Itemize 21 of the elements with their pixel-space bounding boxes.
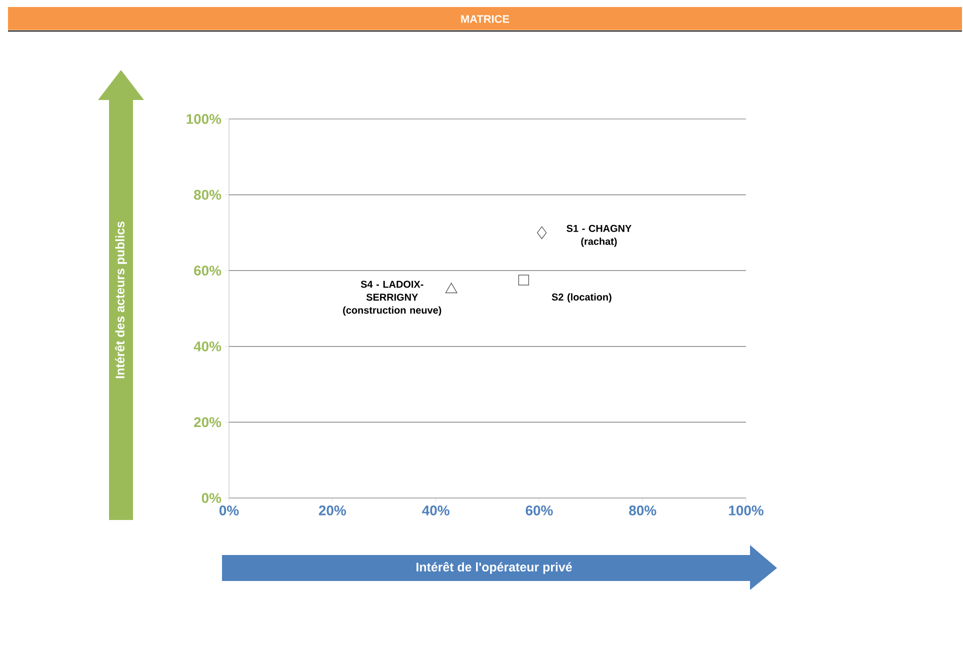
- x-axis-title: Intérêt de l'opérateur privé: [416, 562, 572, 574]
- y-tick-label: 80%: [194, 190, 222, 200]
- text: S2 (location): [552, 293, 612, 303]
- text: S1 - CHAGNY (rachat): [566, 224, 632, 247]
- y-tick-label: 40%: [194, 341, 222, 352]
- x-tick-label: 0%: [219, 506, 239, 516]
- y-tick-label: 20%: [194, 417, 222, 428]
- point: [445, 282, 458, 294]
- point: [536, 226, 547, 239]
- y-tick-label: 100%: [186, 114, 222, 124]
- x-tick-label: 100%: [729, 506, 764, 516]
- x-tick-label: 60%: [526, 506, 553, 516]
- x-tick-label: 40%: [422, 506, 450, 516]
- point: [518, 274, 529, 286]
- chart-title: MATRICE: [461, 15, 510, 23]
- x-tick-label: 80%: [629, 506, 656, 516]
- y-axis-title: Intérêt des acteurs publics: [115, 222, 127, 378]
- x-tick-label: 20%: [318, 506, 346, 516]
- y-tick-label: 0%: [202, 493, 222, 503]
- series-label: S4 - LADOIX-SERRIGNY (construction neuve): [343, 280, 442, 316]
- y-tick-label: 60%: [194, 266, 222, 276]
